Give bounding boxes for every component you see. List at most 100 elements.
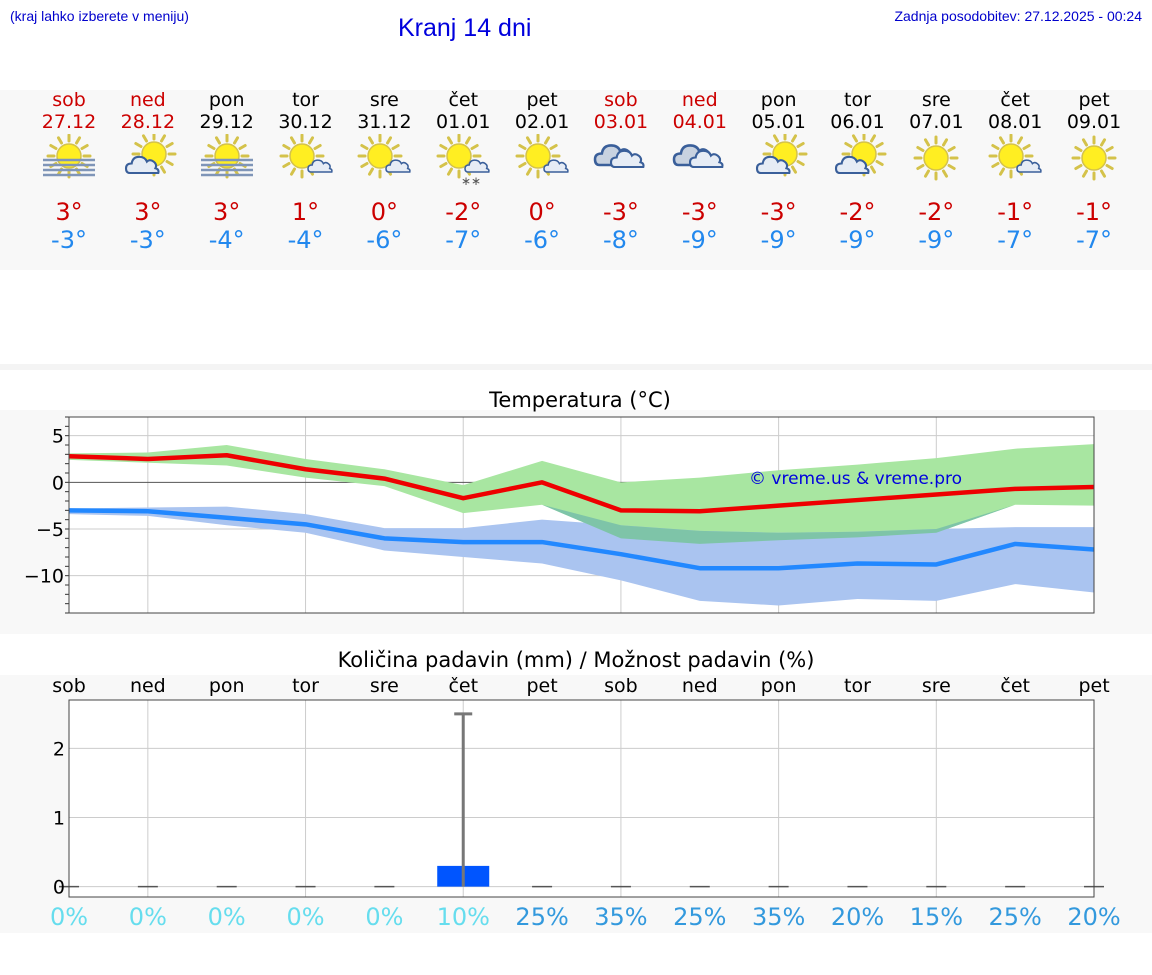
forecast-date: 27.12 — [41, 111, 97, 133]
precip-probability: 0% — [49, 903, 89, 931]
forecast-icon — [913, 135, 959, 181]
forecast-date: 02.01 — [514, 111, 570, 133]
forecast-low-temp: -7° — [445, 226, 482, 254]
precip-probability: 10% — [436, 903, 490, 931]
forecast-weekday: sre — [921, 89, 951, 111]
forecast-low-temp: -6° — [524, 226, 561, 254]
region-hint: (kraj lahko izberete v meniju) — [10, 8, 189, 24]
precip-day-label: tor — [844, 675, 871, 697]
precip-day-label: pet — [526, 675, 558, 697]
forecast-high-temp: -2° — [445, 198, 482, 226]
forecast-icon: ∗∗ — [436, 134, 490, 186]
precip-day-label: sob — [52, 675, 86, 697]
precip-probability: 35% — [594, 903, 648, 931]
forecast-weekday: ned — [681, 89, 718, 111]
y-tick-label: 5 — [52, 426, 64, 448]
y-tick-label: −10 — [24, 566, 64, 588]
watermark: © vreme.us & vreme.pro — [749, 469, 962, 489]
y-tick-label: 0 — [53, 877, 65, 899]
precip-day-label: pon — [208, 675, 245, 697]
forecast-weekday: čet — [1000, 89, 1030, 111]
divider — [0, 364, 1152, 370]
forecast-weekday: čet — [448, 89, 479, 111]
cloudy-icon — [672, 144, 724, 169]
page-title: Kranj 14 dni — [398, 14, 532, 42]
forecast-date: 30.12 — [278, 111, 333, 133]
forecast-icon — [593, 144, 645, 169]
forecast-icon — [834, 134, 886, 177]
precip-day-label: čet — [1000, 675, 1030, 697]
forecast-weekday: pet — [526, 89, 558, 111]
forecast-date: 08.01 — [987, 111, 1043, 133]
forecast-date: 06.01 — [830, 111, 885, 133]
plot-frame — [68, 416, 1095, 614]
precip-probability: 20% — [830, 903, 885, 931]
sun-small-cloud-icon — [357, 134, 412, 179]
forecast-date: 01.01 — [436, 111, 491, 133]
forecast-low-temp: -7° — [1076, 226, 1113, 254]
precip-day-label: sre — [369, 675, 399, 697]
forecast-low-temp: -4° — [208, 226, 245, 254]
precip-probability: 0% — [207, 903, 246, 931]
precip-probability: 25% — [515, 903, 569, 931]
precip-day-label: ned — [681, 675, 718, 697]
precip-probability: 0% — [365, 903, 404, 931]
sun-cloud-snow-icon: ∗∗ — [436, 134, 490, 186]
svg-text:∗∗: ∗∗ — [461, 174, 481, 186]
y-tick-label: 0 — [52, 472, 64, 494]
precip-day-label: čet — [448, 675, 479, 697]
forecast-weekday: tor — [292, 89, 319, 111]
forecast-high-temp: 3° — [213, 198, 241, 226]
forecast-low-temp: -8° — [602, 226, 639, 254]
precip-day-label: sob — [604, 675, 638, 697]
forecast-icon — [279, 134, 333, 179]
forecast-low-temp: -4° — [287, 226, 324, 254]
forecast-band — [0, 90, 1152, 270]
forecast-icon — [988, 134, 1042, 179]
forecast-date: 07.01 — [909, 111, 964, 133]
forecast-weekday: tor — [844, 89, 871, 111]
forecast-icon — [1071, 135, 1117, 181]
last-updated: Zadnja posodobitev: 27.12.2025 - 00:24 — [894, 8, 1142, 24]
forecast-high-temp: 0° — [528, 198, 556, 226]
precip-day-label: ned — [129, 675, 166, 697]
forecast-low-temp: -9° — [760, 226, 797, 254]
precip-probability: 25% — [988, 903, 1042, 931]
forecast-low-temp: -7° — [997, 226, 1034, 254]
forecast-date: 05.01 — [751, 111, 806, 133]
min-temp-line — [68, 508, 1095, 571]
sun-small-cloud-icon — [279, 134, 333, 179]
forecast-icon — [43, 134, 95, 179]
precip-probability: 20% — [1067, 903, 1121, 931]
forecast-icon — [515, 134, 569, 179]
precip-day-label: sre — [921, 675, 951, 697]
precip-probability: 35% — [751, 903, 806, 931]
forecast-icon — [755, 134, 808, 177]
max-temp-line — [68, 453, 1095, 514]
forecast-weekday: pon — [208, 89, 245, 111]
sun-icon — [913, 135, 959, 181]
forecast-high-temp: 3° — [55, 198, 83, 226]
forecast-low-temp: -9° — [918, 226, 955, 254]
sun-small-cloud-icon — [515, 134, 569, 179]
precip-probability: 0% — [286, 903, 325, 931]
precip-day-label: pet — [1078, 675, 1110, 697]
forecast-low-temp: -6° — [366, 226, 403, 254]
temperature-chart: 5 0 −5 −10 © vreme.us & vreme.pro — [24, 416, 1095, 614]
forecast-weekday: pon — [760, 89, 797, 111]
forecast-weekday: pet — [1078, 89, 1110, 111]
sun-cloud-icon — [124, 134, 177, 177]
precip-probability: 25% — [673, 903, 727, 931]
cloudy-icon — [593, 144, 645, 169]
forecast-high-temp: -3° — [760, 198, 797, 226]
forecast-date: 31.12 — [357, 111, 412, 133]
forecast-high-temp: -1° — [997, 198, 1034, 226]
precip-chart: 0 1 2 — [53, 699, 1104, 899]
temperature-chart-title: Temperatura (°C) — [489, 388, 671, 412]
forecast-high-temp: -2° — [839, 198, 876, 226]
precip-chart-title: Količina padavin (mm) / Možnost padavin … — [337, 648, 815, 672]
y-tick-label: 2 — [53, 738, 65, 760]
plot-area — [69, 700, 1094, 897]
plot-frame — [68, 699, 1095, 898]
forecast-icon — [124, 134, 177, 177]
